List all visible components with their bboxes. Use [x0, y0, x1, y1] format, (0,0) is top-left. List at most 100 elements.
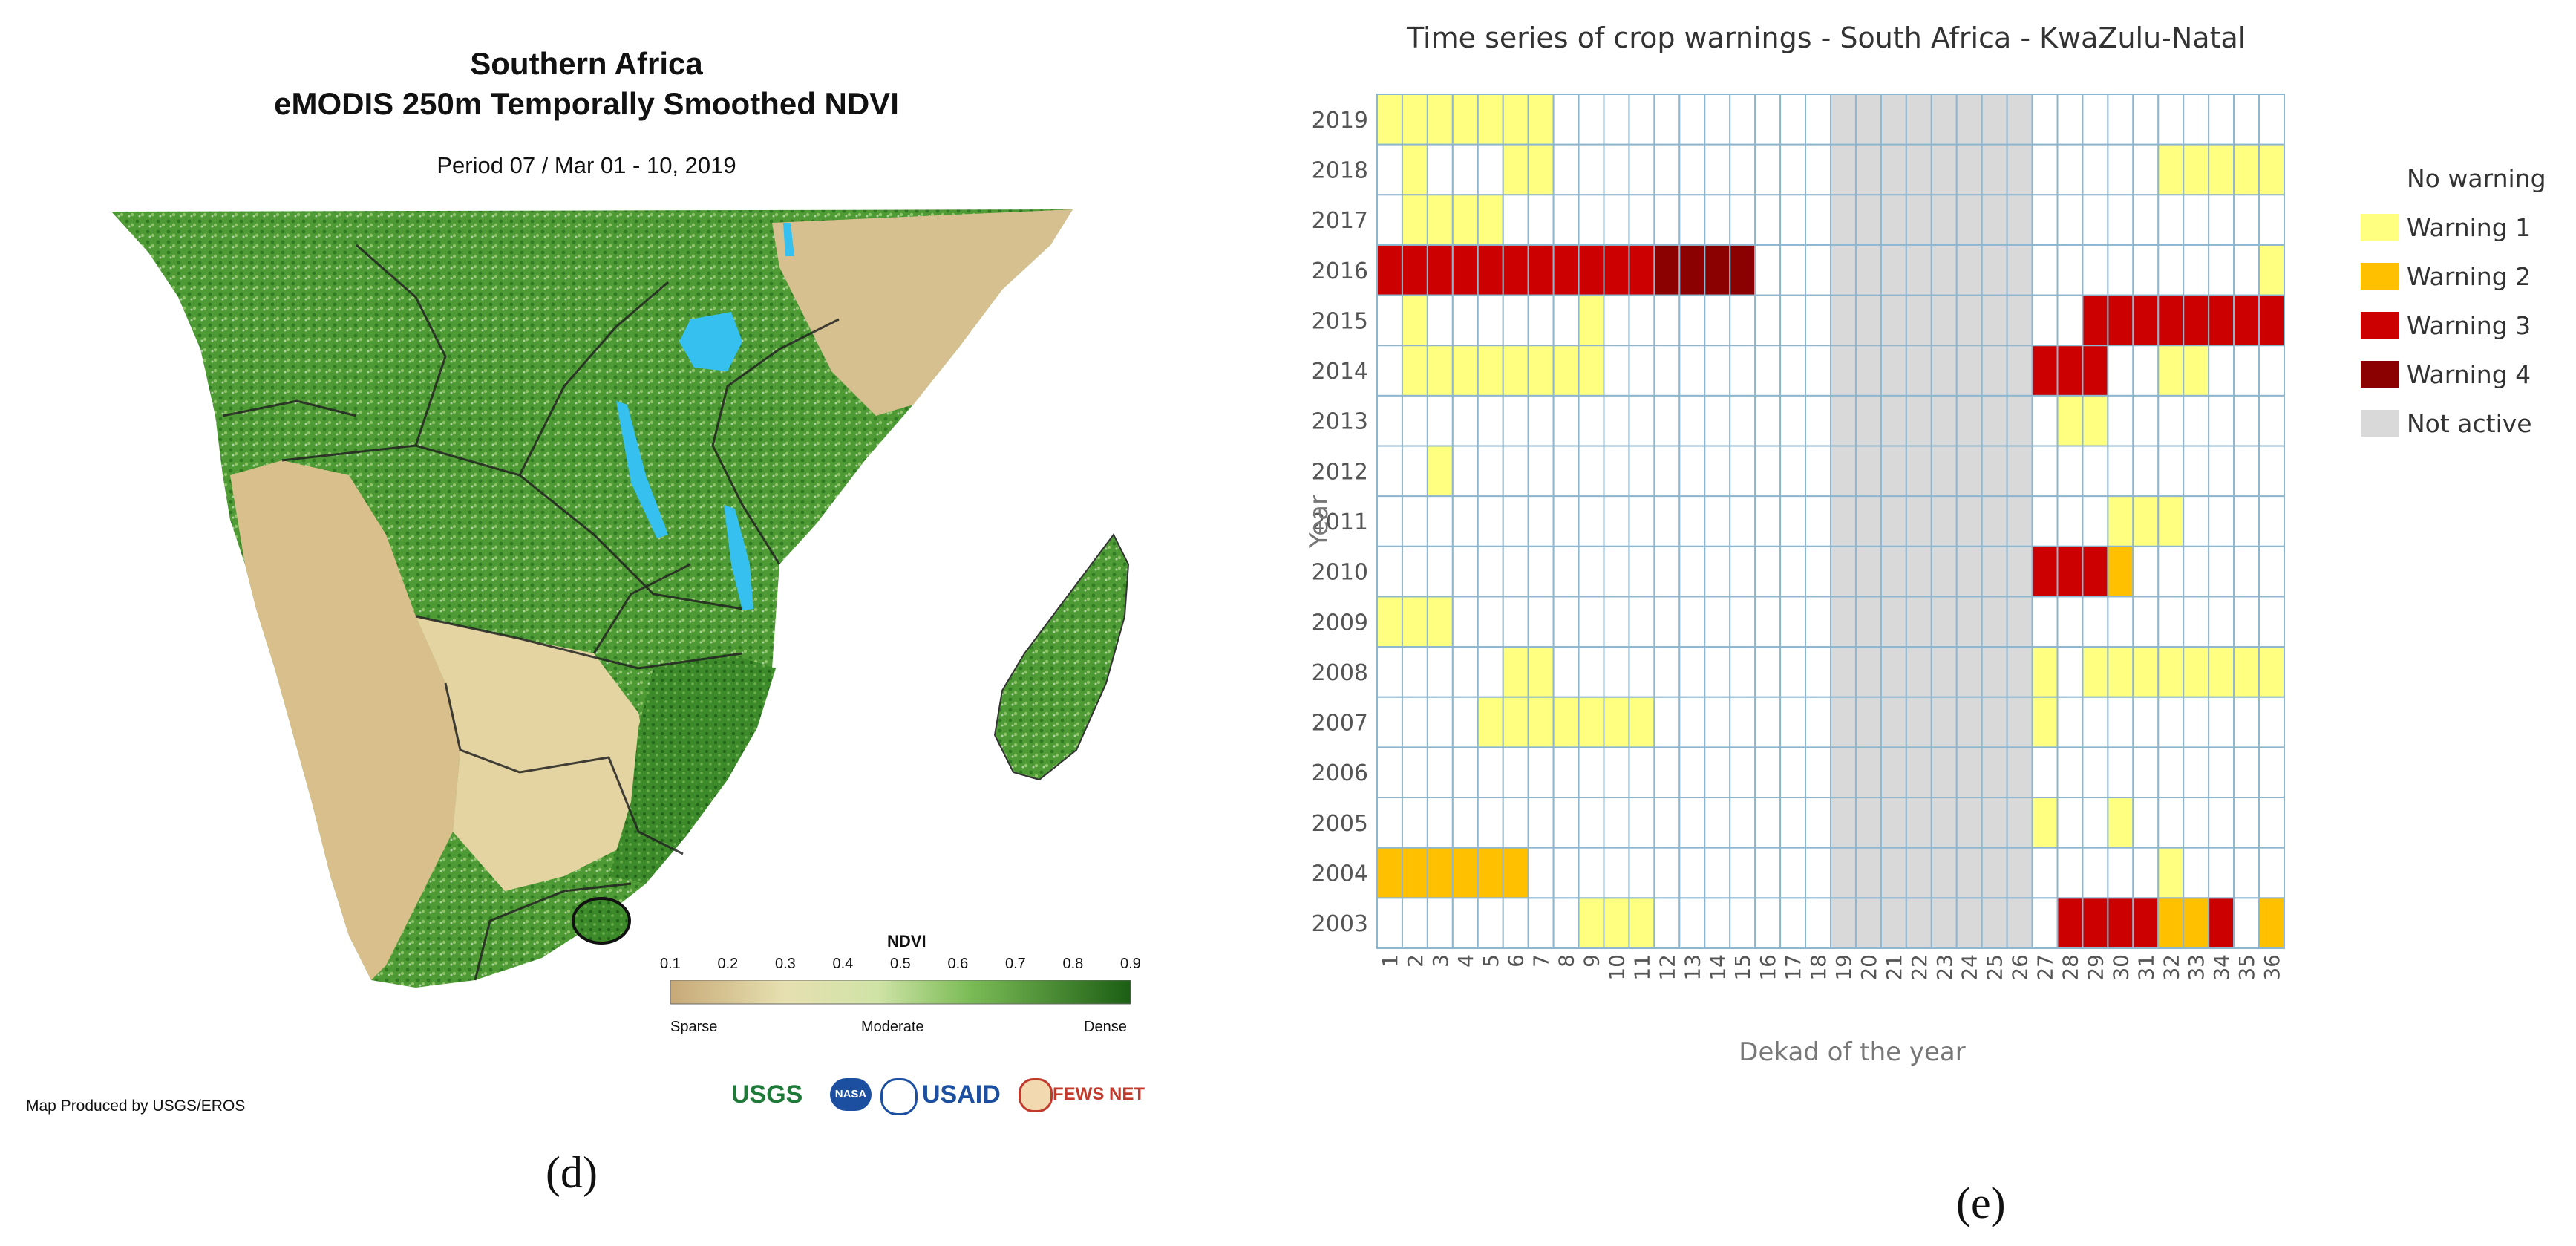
ndvi-tick-label: 0.4: [832, 956, 854, 972]
heatmap-cell: [2258, 244, 2285, 296]
heatmap-cell: [1401, 847, 1428, 899]
heatmap-cell: [1729, 143, 1756, 196]
x-tick-label: 20: [1857, 954, 1881, 981]
heatmap-cell: [2208, 495, 2235, 547]
heatmap-cell: [1830, 545, 1857, 598]
heatmap-cell: [1981, 596, 2008, 648]
heatmap-cell: [2056, 244, 2084, 296]
heatmap-cell: [1603, 194, 1630, 246]
heatmap-cell: [2183, 746, 2210, 799]
heatmap-cell: [2056, 94, 2084, 146]
heatmap-cell: [1603, 495, 1630, 547]
heatmap-cell: [2183, 94, 2210, 146]
heatmap-cell: [1830, 244, 1857, 296]
heatmap-cell: [2031, 897, 2059, 949]
heatmap-cell: [1779, 194, 1807, 246]
heatmap-cell: [1930, 495, 1958, 547]
heatmap-cell: [1704, 797, 1731, 849]
x-tick-label: 21: [1882, 954, 1906, 981]
heatmap-cell: [1552, 244, 1580, 296]
heatmap-cell: [2233, 194, 2260, 246]
heatmap-cell: [1628, 897, 1655, 949]
heatmap-cell: [1704, 94, 1731, 146]
heatmap-cell: [1955, 394, 1983, 447]
heatmap-cell: [1981, 847, 2008, 899]
heatmap-cell: [1779, 847, 1807, 899]
heatmap-cell: [2132, 746, 2160, 799]
heatmap-cell: [1653, 294, 1681, 347]
heatmap-cell: [1376, 194, 1403, 246]
heatmap-cell: [1905, 495, 1932, 547]
heatmap-cell: [1805, 545, 1831, 598]
heatmap-cell: [1426, 596, 1454, 648]
heatmap-cell: [2258, 897, 2285, 949]
heatmap-cell: [1603, 696, 1630, 748]
heatmap-cell: [1981, 445, 2008, 498]
heatmap-cell: [2006, 847, 2033, 899]
heatmap-cell: [2258, 345, 2285, 397]
heatmap-cell: [2258, 495, 2285, 547]
heatmap-cell: [2056, 445, 2084, 498]
heatmap-cell: [1578, 244, 1605, 296]
heatmap-cell: [1451, 244, 1479, 296]
heatmap-cell: [1451, 596, 1479, 648]
heatmap-cell: [1805, 294, 1831, 347]
heatmap-cell: [2157, 294, 2185, 347]
heatmap-cell: [1854, 696, 1882, 748]
heatmap-cell: [1754, 646, 1782, 698]
heatmap-cell: [2082, 345, 2109, 397]
heatmap-cell: [2082, 847, 2109, 899]
heatmap-cell: [1981, 746, 2008, 799]
heatmap-cell: [2107, 294, 2134, 347]
heatmap-cell: [1854, 394, 1882, 447]
ndvi-tick-label: 0.2: [717, 956, 739, 972]
heatmap-cell: [2006, 495, 2033, 547]
heatmap-cell: [1401, 244, 1428, 296]
heatmap-cell: [1678, 746, 1706, 799]
heatmap-cell: [2208, 445, 2235, 498]
x-tick-label: 28: [2058, 954, 2082, 981]
heatmap-cell: [1779, 596, 1807, 648]
heatmap-cell: [2082, 897, 2109, 949]
heatmap-cell: [1502, 646, 1529, 698]
heatmap-cell: [2056, 746, 2084, 799]
heatmap-cell: [1880, 545, 1907, 598]
heatmap-cell: [1830, 847, 1857, 899]
heatmap-cell: [1779, 746, 1807, 799]
heatmap-cell: [1754, 495, 1782, 547]
heatmap-cell: [1704, 143, 1731, 196]
heatmap-cell: [1678, 495, 1706, 547]
heatmap-cell: [1830, 94, 1857, 146]
heatmap-cell: [2031, 746, 2059, 799]
heatmap-cell: [1527, 696, 1555, 748]
x-tick-label: 32: [2159, 954, 2183, 981]
heatmap-cell: [2056, 545, 2084, 598]
heatmap-cell: [2157, 646, 2185, 698]
heatmap-cell: [1754, 847, 1782, 899]
heatmap-cell: [1502, 696, 1529, 748]
heatmap-cell: [1426, 847, 1454, 899]
heatmap-cell: [1955, 294, 1983, 347]
heatmap-cell: [1905, 746, 1932, 799]
heatmap-cell: [1830, 294, 1857, 347]
heatmap-cell: [2031, 596, 2059, 648]
heatmap-cell: [2183, 545, 2210, 598]
heatmap-cell: [1426, 495, 1454, 547]
heatmap-cell: [1477, 797, 1504, 849]
heatmap-cell: [1426, 746, 1454, 799]
crop-warnings-chart-panel: Time series of crop warnings - South Afr…: [1262, 0, 2576, 1242]
heatmap-cell: [1477, 345, 1504, 397]
heatmap-cell: [1502, 596, 1529, 648]
heatmap-cell: [1552, 596, 1580, 648]
heatmap-cell: [1754, 394, 1782, 447]
heatmap-cell: [1653, 646, 1681, 698]
heatmap-cell: [1805, 847, 1831, 899]
heatmap-cell: [1376, 495, 1403, 547]
heatmap-cell: [1678, 345, 1706, 397]
x-tick-label: 10: [1604, 954, 1629, 981]
heatmap-cell: [2208, 545, 2235, 598]
heatmap-cell: [2233, 143, 2260, 196]
heatmap-cell: [2183, 394, 2210, 447]
heatmap-cell: [1981, 797, 2008, 849]
heatmap-cell: [1502, 545, 1529, 598]
